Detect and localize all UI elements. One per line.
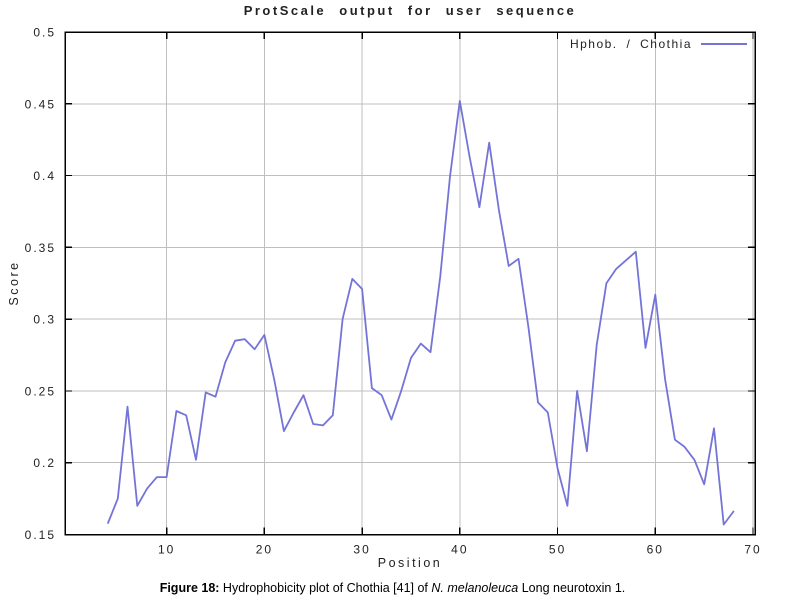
legend-line-sample bbox=[701, 43, 747, 45]
caption-text-1: Hydrophobicity plot of Chothia [41] of bbox=[219, 581, 432, 595]
y-axis-label: Score bbox=[7, 260, 21, 306]
y-tick-label-0.3: 0.3 bbox=[33, 313, 56, 327]
legend-label: Hphob. / Chothia bbox=[569, 37, 692, 51]
y-tick-label-0.25: 0.25 bbox=[25, 384, 56, 398]
y-tick-label-0.4: 0.4 bbox=[33, 169, 56, 183]
chart-title: ProtScale output for user sequence bbox=[243, 3, 577, 18]
caption-species-name: N. melanoleuca bbox=[431, 581, 519, 595]
y-tick-label-0.35: 0.35 bbox=[25, 241, 56, 255]
y-tick-label-0.5: 0.5 bbox=[33, 26, 56, 40]
caption-figure-number: Figure 18: bbox=[159, 581, 220, 595]
y-tick-label-0.2: 0.2 bbox=[33, 456, 56, 470]
x-tick-label-10: 10 bbox=[158, 543, 175, 557]
caption-text-2: Long neurotoxin 1. bbox=[518, 581, 626, 595]
x-tick-label-30: 30 bbox=[353, 543, 370, 557]
x-axis-label: Position bbox=[377, 556, 443, 570]
hydrophobicity-plot: 10 20 30 40 50 60 70 0.15 0.2 0.25 0.3 0.35 0.4 0.45 0… bbox=[25, 26, 761, 557]
figure-caption: Figure 18: Hydrophobicity plot of Chothi… bbox=[0, 581, 785, 595]
plot-frame bbox=[64, 31, 756, 536]
x-tick-label-40: 40 bbox=[451, 543, 468, 557]
y-tick-label-0.15: 0.15 bbox=[25, 528, 56, 542]
legend: Hphob. / Chothia bbox=[570, 36, 747, 52]
x-tick-label-50: 50 bbox=[549, 543, 566, 557]
x-tick-label-70: 70 bbox=[744, 543, 761, 557]
x-tick-label-20: 20 bbox=[256, 543, 273, 557]
series-line-0 bbox=[107, 100, 735, 526]
y-tick-label-0.45: 0.45 bbox=[25, 97, 56, 111]
x-tick-label-60: 60 bbox=[647, 543, 664, 557]
